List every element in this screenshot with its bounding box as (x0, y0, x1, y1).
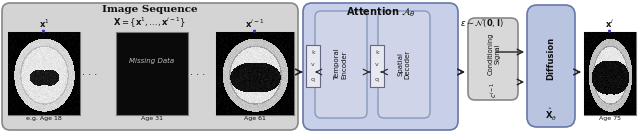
Text: Temporal
Encoder: Temporal Encoder (335, 49, 348, 80)
FancyBboxPatch shape (527, 5, 575, 127)
FancyBboxPatch shape (378, 11, 430, 118)
Text: k: k (311, 50, 315, 55)
Text: $\mathbf{x}^i$: $\mathbf{x}^i$ (605, 18, 614, 30)
Text: Age 31: Age 31 (141, 116, 163, 121)
Text: k: k (375, 50, 379, 55)
Text: Age 75: Age 75 (599, 116, 621, 121)
Bar (584, 32, 636, 115)
Text: $\mathbf{x}^1$: $\mathbf{x}^1$ (38, 18, 49, 30)
Text: q: q (311, 77, 315, 82)
Bar (370, 45, 384, 87)
Text: Diffusion: Diffusion (547, 36, 556, 80)
FancyBboxPatch shape (2, 3, 298, 130)
Text: Age 61: Age 61 (244, 116, 266, 121)
Text: Missing Data: Missing Data (129, 58, 175, 64)
Text: v: v (375, 62, 379, 67)
Bar (306, 45, 320, 87)
FancyBboxPatch shape (303, 3, 458, 130)
Bar (8, 32, 80, 115)
Text: $\mathbf{x}^{i-1}$: $\mathbf{x}^{i-1}$ (245, 18, 265, 30)
Text: e.g. Age 18: e.g. Age 18 (26, 116, 62, 121)
Text: . . .: . . . (190, 67, 205, 77)
Text: $c^{i-1}$: $c^{i-1}$ (488, 82, 500, 98)
Text: $\hat{\mathbf{X}}_\theta$: $\hat{\mathbf{X}}_\theta$ (545, 107, 557, 123)
Text: $\mathbf{X} = \{\mathbf{x}^1,\ldots,\mathbf{x}^{i-1}\}$: $\mathbf{X} = \{\mathbf{x}^1,\ldots,\mat… (113, 16, 186, 30)
Bar (116, 32, 188, 115)
Text: Conditioning
Signal: Conditioning Signal (488, 33, 500, 75)
Text: $\epsilon \sim \mathcal{N}(\mathbf{0}, \mathbf{I})$: $\epsilon \sim \mathcal{N}(\mathbf{0}, \… (460, 17, 504, 29)
Text: Spatial
Decoder: Spatial Decoder (397, 50, 410, 79)
Text: Image Sequence: Image Sequence (102, 5, 198, 14)
FancyBboxPatch shape (315, 11, 367, 118)
FancyBboxPatch shape (468, 18, 518, 100)
Bar (216, 32, 294, 115)
Text: q: q (375, 77, 379, 82)
Text: . . .: . . . (83, 67, 98, 77)
Text: Attention $\mathcal{A}_\theta$: Attention $\mathcal{A}_\theta$ (346, 5, 415, 19)
Text: v: v (311, 62, 315, 67)
